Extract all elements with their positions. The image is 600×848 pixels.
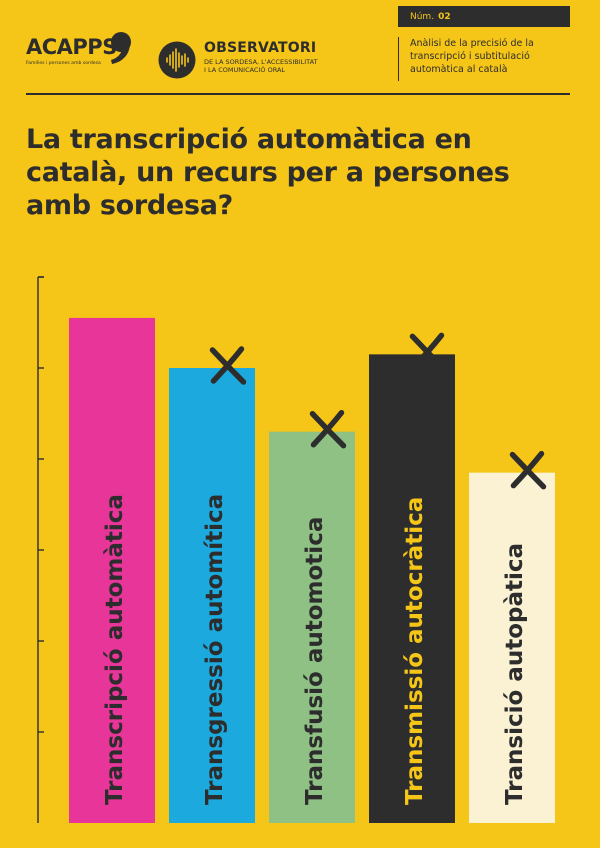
observatori-line: DE LA SORDESA, L'ACCESSIBILITAT bbox=[204, 58, 318, 66]
issue-label: Núm. bbox=[410, 11, 435, 22]
page-title: La transcripció automàtica en català, un… bbox=[26, 124, 510, 221]
bar bbox=[69, 317, 155, 823]
observatori-logo: OBSERVATORI DE LA SORDESA, L'ACCESSIBILI… bbox=[158, 41, 318, 79]
bar bbox=[269, 431, 355, 823]
comma-icon bbox=[111, 32, 131, 64]
acapps-name: ACAPPS bbox=[26, 35, 117, 59]
bar-label: Transmissió autocràtica bbox=[402, 497, 428, 805]
issue-bar: Núm. 02 bbox=[398, 6, 570, 27]
header-divider bbox=[398, 37, 399, 81]
report-description: Anàlisi de la precisió de la transcripci… bbox=[410, 38, 534, 75]
issue-number: 02 bbox=[438, 11, 451, 22]
bar bbox=[369, 354, 455, 823]
cross-mark-icon bbox=[509, 450, 547, 490]
header-rule bbox=[26, 93, 570, 95]
bar bbox=[469, 472, 555, 823]
bar-label: Transgressió automítica bbox=[202, 494, 228, 805]
bar-label: Transfusió automotica bbox=[302, 517, 328, 805]
bar bbox=[169, 368, 255, 823]
observatori-name: OBSERVATORI bbox=[204, 40, 317, 56]
cross-mark-icon bbox=[309, 409, 347, 449]
acapps-logo: ACAPPS Famílies i persones amb sordesa bbox=[26, 32, 131, 66]
cross-mark-icon bbox=[409, 332, 447, 372]
bar-label: Transcripció automàtica bbox=[102, 494, 128, 805]
sound-wave-icon bbox=[158, 41, 196, 79]
observatori-line: I LA COMUNICACIÓ ORAL bbox=[204, 66, 286, 75]
acapps-subtitle: Famílies i persones amb sordesa bbox=[26, 61, 101, 66]
bar-label: Transició autopàtica bbox=[502, 543, 528, 805]
cross-mark-icon bbox=[209, 346, 247, 385]
